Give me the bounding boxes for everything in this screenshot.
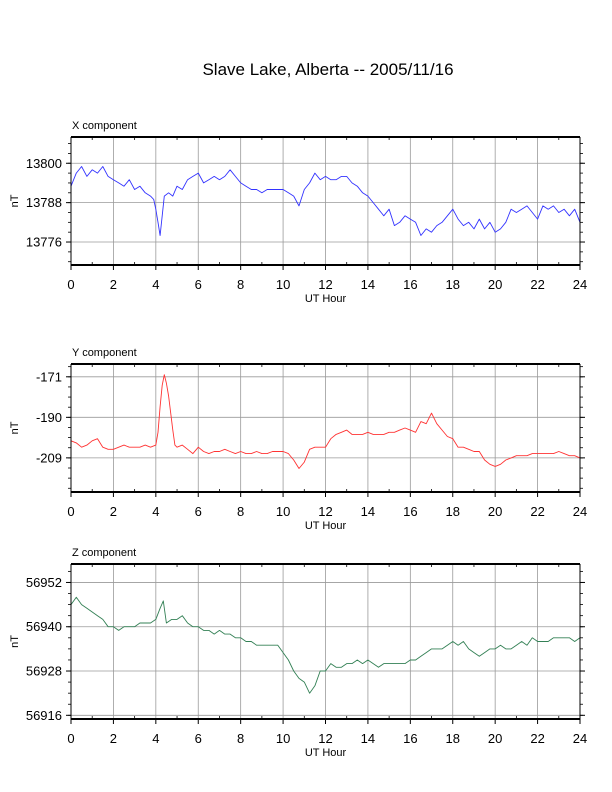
x-tick-label: 12 xyxy=(318,731,332,746)
x-tick-label: 18 xyxy=(446,731,460,746)
x-tick-label: 20 xyxy=(488,277,502,292)
x-tick-label: 10 xyxy=(276,277,290,292)
figure-title: Slave Lake, Alberta -- 2005/11/16 xyxy=(202,60,453,79)
x-tick-label: 2 xyxy=(110,504,117,519)
x-tick-label: 12 xyxy=(318,504,332,519)
x-tick-label: 22 xyxy=(530,277,544,292)
y-tick-label: -209 xyxy=(36,450,62,465)
x-tick-label: 2 xyxy=(110,277,117,292)
x-tick-label: 14 xyxy=(361,504,375,519)
x-tick-label: 22 xyxy=(530,504,544,519)
x-tick-label: 14 xyxy=(361,731,375,746)
y-tick-label: 56952 xyxy=(26,575,62,590)
x-tick-label: 6 xyxy=(195,504,202,519)
x-tick-label: 24 xyxy=(573,277,587,292)
panel-z: 0 2 4 6 8 10 12 14 16 18 20 22 245691656928569405695… xyxy=(9,547,587,759)
x-axis-label: UT Hour xyxy=(305,747,347,759)
panel-label: X component xyxy=(72,120,137,132)
series-line-y xyxy=(70,374,581,469)
y-tick-label: 56916 xyxy=(26,708,62,723)
x-tick-label: 4 xyxy=(152,731,159,746)
series-line-z xyxy=(70,596,581,694)
x-tick-label: 16 xyxy=(403,504,417,519)
x-tick-label: 18 xyxy=(446,504,460,519)
y-tick-label: 13800 xyxy=(26,156,62,171)
x-tick-label: 10 xyxy=(276,731,290,746)
y-tick-label: 13776 xyxy=(26,235,62,250)
x-axis-label: UT Hour xyxy=(305,293,347,305)
x-tick-label: 24 xyxy=(573,504,587,519)
x-tick-label: 6 xyxy=(195,731,202,746)
x-tick-label: 8 xyxy=(237,731,244,746)
x-tick-label: 20 xyxy=(488,731,502,746)
panel-label: Y component xyxy=(72,347,137,359)
x-tick-label: 2 xyxy=(110,731,117,746)
y-axis-label: nT xyxy=(9,421,21,434)
x-tick-label: 8 xyxy=(237,504,244,519)
series-line-x xyxy=(70,166,581,236)
x-tick-label: 20 xyxy=(488,504,502,519)
x-tick-label: 4 xyxy=(152,277,159,292)
panel-label: Z component xyxy=(72,547,136,559)
x-tick-label: 8 xyxy=(237,277,244,292)
y-tick-label: 56928 xyxy=(26,664,62,679)
x-tick-label: 16 xyxy=(403,277,417,292)
y-tick-label: -190 xyxy=(36,410,62,425)
y-axis-label: nT xyxy=(9,194,21,207)
x-tick-label: 16 xyxy=(403,731,417,746)
x-tick-label: 14 xyxy=(361,277,375,292)
x-tick-label: 18 xyxy=(446,277,460,292)
x-tick-label: 0 xyxy=(67,277,74,292)
x-tick-label: 0 xyxy=(67,731,74,746)
y-tick-label: 56940 xyxy=(26,619,62,634)
x-tick-label: 10 xyxy=(276,504,290,519)
x-axis-label: UT Hour xyxy=(305,520,347,532)
y-tick-label: 13788 xyxy=(26,195,62,210)
x-tick-label: 22 xyxy=(530,731,544,746)
x-tick-label: 4 xyxy=(152,504,159,519)
y-tick-label: -171 xyxy=(36,369,62,384)
x-tick-label: 24 xyxy=(573,731,587,746)
y-axis-label: nT xyxy=(9,635,21,648)
x-tick-label: 0 xyxy=(67,504,74,519)
x-tick-label: 12 xyxy=(318,277,332,292)
x-tick-label: 6 xyxy=(195,277,202,292)
